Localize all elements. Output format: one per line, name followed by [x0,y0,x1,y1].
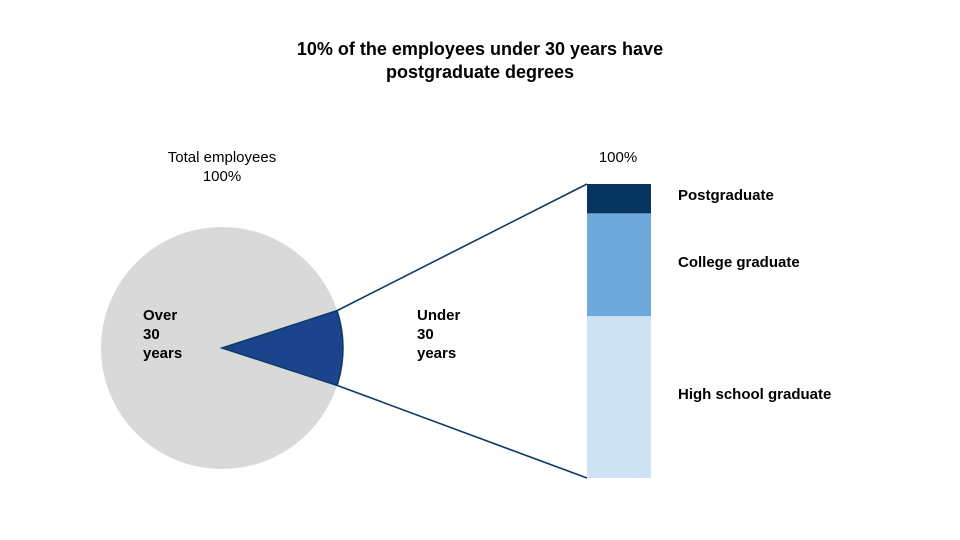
pie-slice-over-30 [101,226,338,469]
bar-label-college-graduate: College graduate [678,254,800,271]
connector-line-top [336,183,588,312]
pie-slice-under-30 [219,309,344,387]
pie-slice-label-under-30-line-3: years [417,345,457,362]
bar-label-postgraduate: Postgraduate [678,187,774,204]
bar-segment-postgraduate [587,184,651,214]
pie-slice-label-over-30-line-1: Over [143,307,178,324]
pie-slice-label-under-30-line-1: Under [417,307,461,324]
chart-title-line-2: postgraduate degrees [385,62,575,82]
pie-slice-label-under-30-line-2: 30 [417,326,434,343]
bar-caption: 100% [598,149,638,166]
pie-caption-line-1: Total employees [167,149,277,166]
pie-caption-line-2: 100% [202,168,242,185]
chart-title-line-1: 10% of the employees under 30 years have [296,39,664,59]
pie-slice-label-over-30: Over 30 years [143,306,182,363]
pie-caption: Total employees 100% [122,148,322,186]
connector-line-bottom [336,384,588,479]
pie-slice-label-under-30: Under 30 years [417,306,460,363]
pie-slice-label-over-30-line-3: years [143,345,183,362]
bar-segment-high-school-graduate [587,316,651,478]
chart-title: 10% of the employees under 30 years have… [180,38,780,84]
pie-slice-label-over-30-line-2: 30 [143,326,160,343]
bar-label-high-school-graduate: High school graduate [678,386,832,403]
bar-segment-college-graduate [587,213,651,317]
